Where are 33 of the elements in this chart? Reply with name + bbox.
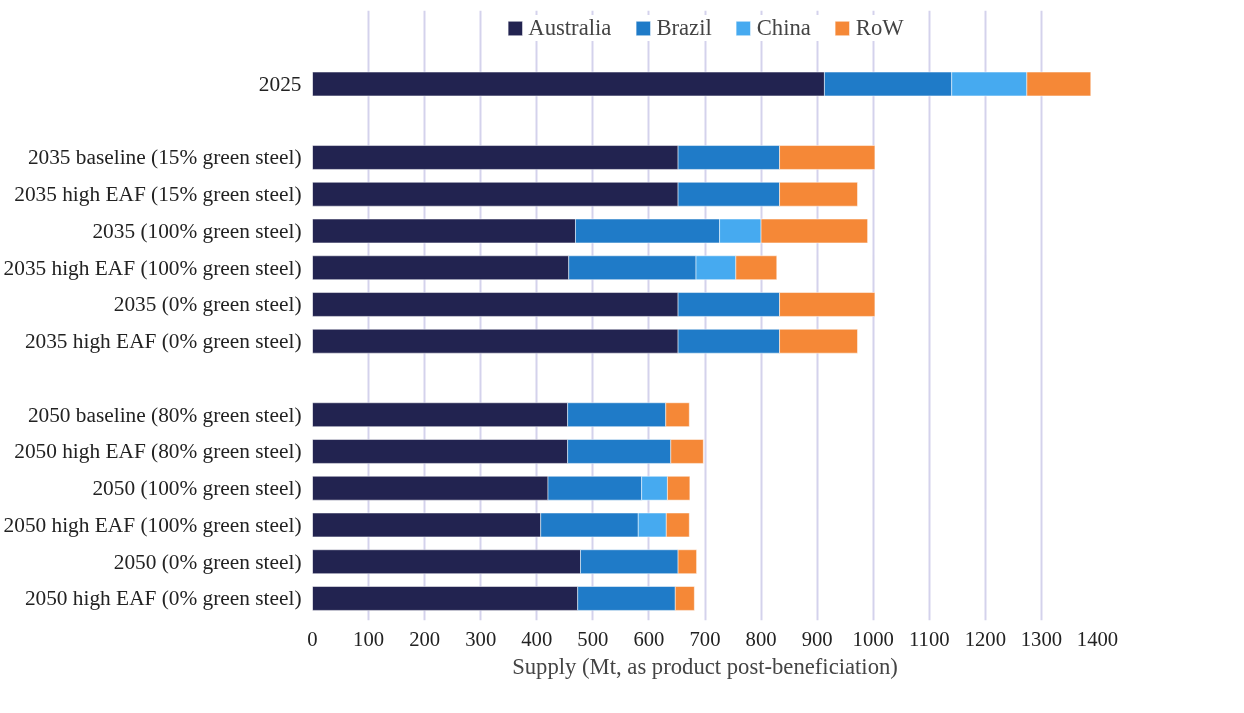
y-tick-label: 2050 high EAF (100% green steel) <box>3 512 302 537</box>
x-tick-label: 600 <box>633 627 665 650</box>
y-tick-label: 2050 (0% green steel) <box>113 549 302 574</box>
y-tick-label: 2035 (100% green steel) <box>92 218 302 243</box>
legend-label: RoW <box>855 15 904 41</box>
x-tick-label: 400 <box>521 627 553 650</box>
y-tick-label: 2050 high EAF (0% green steel) <box>24 586 302 611</box>
x-tick-label: 1200 <box>964 627 1007 650</box>
x-tick-label: 900 <box>801 627 833 650</box>
y-tick-label: 2035 high EAF (15% green steel) <box>14 182 302 207</box>
y-tick-label: 2035 high EAF (0% green steel) <box>24 329 302 354</box>
y-tick-label: 2035 baseline (15% green steel) <box>27 145 302 170</box>
x-tick-label: 300 <box>465 627 497 650</box>
y-tick-label: 2050 baseline (80% green steel) <box>27 402 302 427</box>
x-tick-label: 1400 <box>1076 627 1119 650</box>
y-tick-label: 2035 (0% green steel) <box>113 292 302 317</box>
y-tick-label: 2025 <box>258 71 302 96</box>
y-tick-label: 2050 high EAF (80% green steel) <box>14 439 302 464</box>
x-tick-label: 700 <box>689 627 721 650</box>
x-tick-label: 1000 <box>852 627 894 650</box>
x-tick-label: 1100 <box>909 627 950 650</box>
x-tick-label: 100 <box>353 627 385 650</box>
legend-label: China <box>756 15 811 41</box>
x-tick-label: 200 <box>409 627 441 650</box>
x-axis-title: Supply (Mt, as product post-beneficiation) <box>512 653 898 679</box>
x-tick-label: 0 <box>307 627 318 650</box>
y-tick-label: 2050 (100% green steel) <box>92 476 302 501</box>
x-tick-label: 800 <box>745 627 777 650</box>
x-tick-label: 500 <box>577 627 609 650</box>
x-tick-label: 1300 <box>1020 627 1063 650</box>
legend-label: Brazil <box>656 15 712 41</box>
y-tick-label: 2035 high EAF (100% green steel) <box>3 255 302 280</box>
legend-label: Australia <box>528 15 612 41</box>
